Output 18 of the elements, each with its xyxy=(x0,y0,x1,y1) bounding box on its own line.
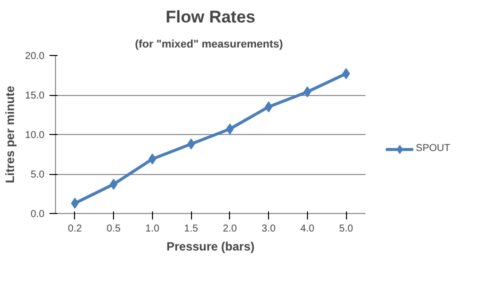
y-axis-title: Litres per minute xyxy=(3,85,18,184)
y-tick-label: 5.0 xyxy=(30,170,45,180)
legend-label: SPOUT xyxy=(416,143,450,154)
y-tick-label: 15.0 xyxy=(25,90,45,102)
x-tick-label: 0.2 xyxy=(68,224,82,234)
x-tick-label: 1.5 xyxy=(184,224,199,234)
x-tick-label: 2.0 xyxy=(222,224,238,234)
chart-title: Flow Rates xyxy=(166,8,256,26)
x-tick-label: 4.0 xyxy=(300,224,315,234)
x-tick-label: 1.0 xyxy=(145,224,160,234)
x-axis-title: Pressure (bars) xyxy=(166,240,255,254)
chart-subtitle: (for "mixed" measurements) xyxy=(134,38,284,50)
x-tick-label: 0.5 xyxy=(106,224,122,234)
y-tick-label: 20.0 xyxy=(25,51,45,62)
x-tick-label: 3.0 xyxy=(262,224,276,234)
y-tick-label: 10.0 xyxy=(25,130,45,141)
y-tick-label: 0.0 xyxy=(30,209,45,220)
x-tick-label: 5.0 xyxy=(339,224,354,234)
